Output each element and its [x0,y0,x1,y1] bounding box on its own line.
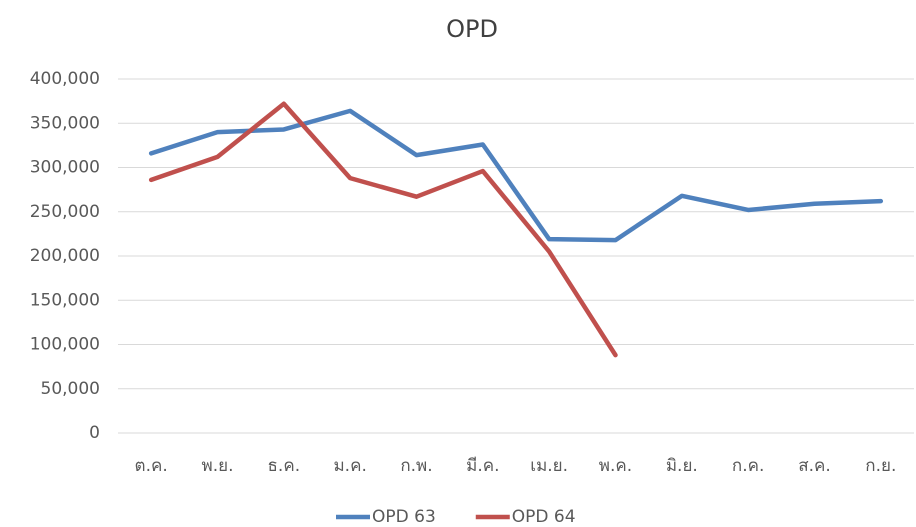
x-tick-label: ก.ย. [865,456,896,476]
y-tick-label: 150,000 [30,290,100,310]
x-tick-label: มิ.ย. [666,456,698,476]
y-tick-label: 0 [89,423,100,443]
x-tick-label: ก.ค. [732,456,764,476]
x-tick-label: เม.ย. [530,456,568,476]
x-tick-label: มี.ค. [466,456,499,476]
y-tick-label: 350,000 [30,113,100,133]
series-line [148,101,618,358]
chart-title: OPD [446,15,498,43]
legend-label: OPD 63 [372,507,436,527]
y-tick-label: 50,000 [41,379,100,399]
x-tick-label: ธ.ค. [268,456,301,476]
y-tick-label: 300,000 [30,158,100,178]
x-tick-label: ม.ค. [333,456,366,476]
y-tick-label: 400,000 [30,69,100,89]
x-tick-label: ส.ค. [798,456,831,476]
x-tick-label: ต.ค. [135,456,168,476]
y-tick-label: 200,000 [30,246,100,266]
y-tick-label: 100,000 [30,335,100,355]
y-tick-label: 250,000 [30,202,100,222]
legend-label: OPD 64 [512,507,576,527]
x-tick-label: พ.ย. [202,456,234,476]
series-line [148,108,884,243]
x-tick-label: ก.พ. [400,456,432,476]
x-tick-label: พ.ค. [599,456,632,476]
